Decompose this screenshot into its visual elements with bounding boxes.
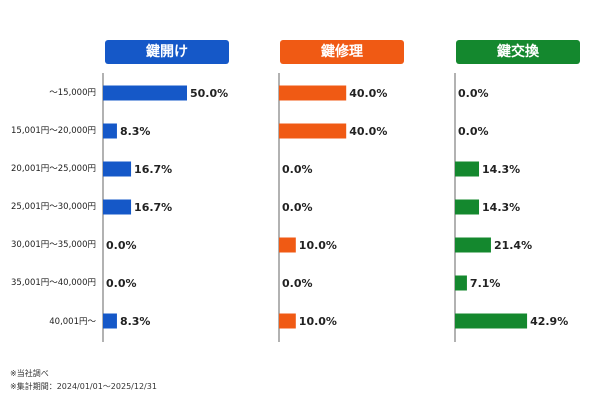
data-label: 0.0% (282, 277, 313, 290)
bar (103, 123, 117, 139)
data-label: 8.3% (120, 125, 151, 138)
category-label: 30,001円～35,000円 (11, 240, 96, 250)
data-label: 7.1% (470, 277, 501, 290)
bar (279, 313, 296, 329)
footnote-source: ※当社調べ (10, 369, 49, 378)
panel-title-kagikoukan: 鍵交換 (456, 40, 580, 64)
data-label: 40.0% (349, 125, 387, 138)
bar (103, 313, 117, 329)
data-label: 16.7% (134, 201, 172, 214)
category-label: 20,001円～25,000円 (11, 164, 96, 174)
bar (103, 85, 187, 101)
data-label: 50.0% (190, 87, 228, 100)
bar (455, 199, 480, 215)
bar (455, 275, 467, 291)
bar (455, 237, 491, 253)
category-label: 25,001円～30,000円 (11, 202, 96, 212)
category-label: 35,001円～40,000円 (11, 278, 96, 288)
data-label: 10.0% (299, 315, 337, 328)
data-label: 14.3% (482, 201, 520, 214)
panel-title-kagishuri: 鍵修理 (280, 40, 404, 64)
data-label: 0.0% (458, 87, 489, 100)
category-label: ～15,000円 (49, 88, 96, 98)
bar (455, 161, 480, 177)
data-label: 0.0% (282, 163, 313, 176)
data-label: 0.0% (106, 239, 137, 252)
bar (279, 123, 347, 139)
bar (279, 237, 296, 253)
data-label: 21.4% (494, 239, 532, 252)
data-label: 40.0% (349, 87, 387, 100)
data-label: 16.7% (134, 163, 172, 176)
category-label: 40,001円～ (49, 317, 96, 327)
category-label: 15,001円～20,000円 (11, 126, 96, 136)
data-label: 42.9% (530, 315, 568, 328)
data-label: 0.0% (106, 277, 137, 290)
bar (103, 199, 132, 215)
data-label: 0.0% (458, 125, 489, 138)
bar (455, 313, 528, 329)
footnote-period: ※集計期間：2024/01/01～2025/12/31 (10, 382, 157, 391)
panel-title-kagiake: 鍵開け (105, 40, 229, 64)
data-label: 10.0% (299, 239, 337, 252)
bar (103, 161, 132, 177)
data-label: 8.3% (120, 315, 151, 328)
data-label: 0.0% (282, 201, 313, 214)
bar (279, 85, 347, 101)
data-label: 14.3% (482, 163, 520, 176)
